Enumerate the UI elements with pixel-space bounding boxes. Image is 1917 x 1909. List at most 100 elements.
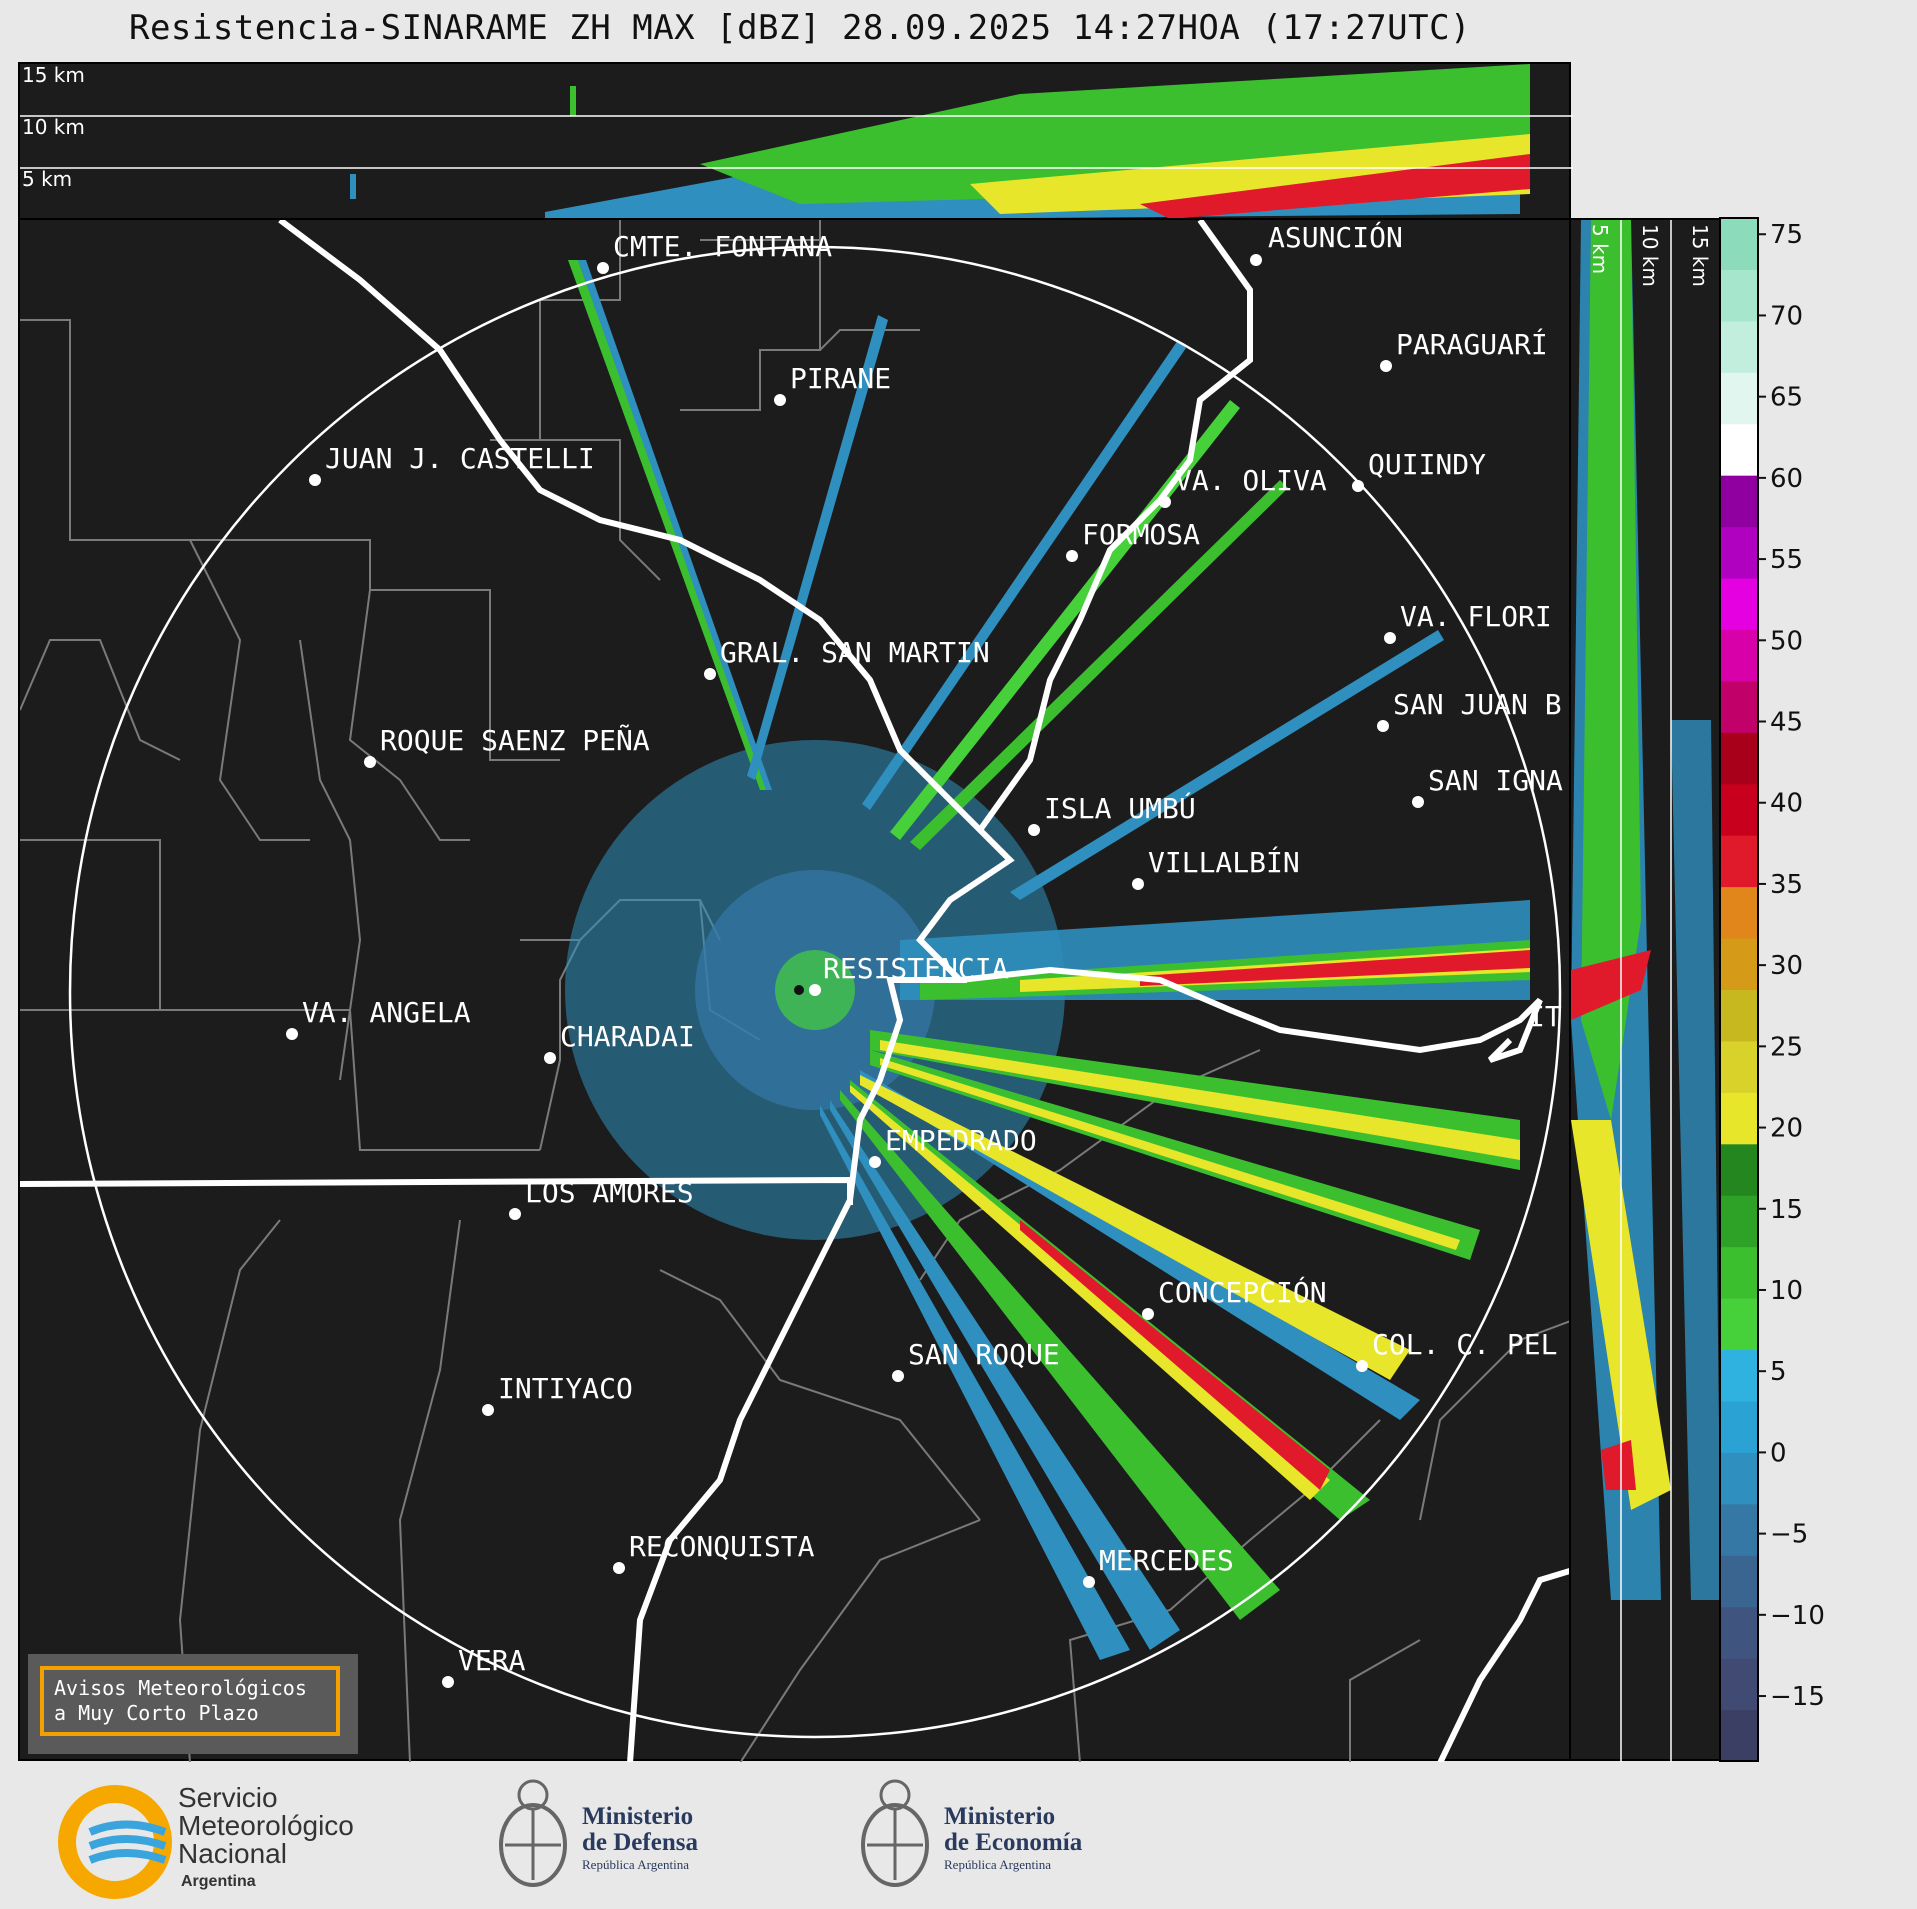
city-dot <box>482 1404 494 1416</box>
defensa-line2: de Defensa <box>582 1829 698 1856</box>
colorbar-block <box>1720 629 1758 682</box>
economia-logo-text: Ministerio de Economía República Argenti… <box>944 1804 1082 1874</box>
alt-label: 15 km <box>1688 224 1712 287</box>
economia-line3: República Argentina <box>944 1857 1051 1872</box>
smn-line3: Nacional <box>178 1838 287 1869</box>
city-dot <box>1384 632 1396 644</box>
city-dot <box>1159 496 1171 508</box>
city-markers: ASUNCIÓN CMTE. FONTANA PARAGUARÍ PIRANE … <box>286 220 1563 1688</box>
colorbar-tick-label: 20 <box>1770 1114 1803 1144</box>
city-dot <box>1142 1308 1154 1320</box>
colorbar-frame <box>1719 217 1759 1762</box>
colorbar-tick-label: 25 <box>1770 1032 1803 1062</box>
city-label: QUIINDY <box>1368 448 1486 481</box>
city-label: SAN IGNA <box>1428 764 1563 797</box>
avisos-box: Avisos Meteorológicos a Muy Corto Plazo <box>28 1654 358 1754</box>
colorbar-block <box>1720 938 1758 990</box>
colorbar-block <box>1720 320 1758 373</box>
colorbar-tick-label: 60 <box>1770 464 1803 494</box>
city-dot <box>1066 550 1078 562</box>
colorbar-tick-label: 50 <box>1770 626 1803 656</box>
colorbar-block <box>1720 783 1758 836</box>
alt-label: 5 km <box>22 167 72 191</box>
colorbar-tick-label: 70 <box>1770 301 1803 331</box>
side-cross-section-panel: 5 km 10 km 15 km <box>1569 218 1721 1763</box>
city-dot <box>704 668 716 680</box>
city-dot <box>774 394 786 406</box>
colorbar-block <box>1720 526 1758 579</box>
economia-line1: Ministerio <box>944 1803 1056 1830</box>
defensa-line1: Ministerio <box>582 1803 694 1830</box>
colorbar-tick-label: 55 <box>1770 545 1803 575</box>
colorbar-tick-label: −5 <box>1770 1520 1808 1550</box>
smn-logo-icon <box>58 1785 172 1899</box>
alt-label: 10 km <box>1638 224 1662 287</box>
colorbar-tick-label: 45 <box>1770 708 1803 738</box>
city-label: CMTE. FONTANA <box>613 230 832 263</box>
alt-label: 10 km <box>22 115 85 139</box>
radar-map-svg: ASUNCIÓN CMTE. FONTANA PARAGUARÍ PIRANE … <box>20 220 1573 1763</box>
city-label: COL. C. PEL <box>1372 1328 1557 1361</box>
city-label: VA. FLORI <box>1400 600 1552 633</box>
colorbar-block <box>1720 578 1758 630</box>
smn-logo-text: Servicio Meteorológico Nacional Argentin… <box>178 1784 354 1896</box>
echo-blue-side-right <box>1671 720 1721 1600</box>
avisos-frame: Avisos Meteorológicos a Muy Corto Plazo <box>40 1666 340 1736</box>
side-cross-section-svg: 5 km 10 km 15 km <box>1571 220 1721 1763</box>
city-label: INTIYACO <box>498 1372 633 1405</box>
colorbar-block <box>1720 1298 1758 1351</box>
colorbar-tick-label: 75 <box>1770 220 1803 250</box>
colorbar-tick-label: 40 <box>1770 789 1803 819</box>
city-dot <box>613 1562 625 1574</box>
footer-logos: Servicio Meteorológico Nacional Argentin… <box>0 1762 1917 1909</box>
city-label: RECONQUISTA <box>629 1530 815 1563</box>
economia-line2: de Economía <box>944 1829 1083 1856</box>
city-label: SAN JUAN B <box>1393 688 1562 721</box>
colorbar-tick-label: 10 <box>1770 1276 1803 1306</box>
city-label: ROQUE SAENZ PEÑA <box>380 723 650 757</box>
economia-seal-icon <box>861 1779 929 1887</box>
city-dot <box>509 1208 521 1220</box>
city-dot <box>869 1156 881 1168</box>
colorbar-block <box>1720 1503 1758 1556</box>
echo-red-side-low <box>1601 1440 1636 1490</box>
city-label: VERA <box>458 1644 526 1677</box>
colorbar-tick-label: 0 <box>1770 1438 1787 1468</box>
city-dot <box>1377 720 1389 732</box>
alt-label: 5 km <box>1588 224 1612 274</box>
avisos-line2: a Muy Corto Plazo <box>54 1701 259 1725</box>
city-dot <box>597 262 609 274</box>
colorbar-block <box>1720 1555 1758 1608</box>
defensa-logo-text: Ministerio de Defensa República Argentin… <box>582 1804 698 1874</box>
alt-label: 15 km <box>22 64 85 87</box>
top-cross-section-panel: 15 km 10 km 5 km <box>18 62 1573 222</box>
city-label: CHARADAI <box>560 1020 695 1053</box>
echo-rays <box>568 260 1530 1660</box>
colorbar-block <box>1720 1400 1758 1453</box>
colorbar-tick-label: 15 <box>1770 1195 1803 1225</box>
colorbar-block <box>1720 218 1758 270</box>
defensa-line3: República Argentina <box>582 1857 689 1872</box>
colorbar-block <box>1720 1040 1758 1093</box>
colorbar-block <box>1720 886 1758 939</box>
echo-speck <box>350 174 356 199</box>
colorbar-tick-label: 5 <box>1770 1357 1787 1387</box>
echo-green-side <box>1581 220 1641 1120</box>
chart-title: Resistencia-SINARAME ZH MAX [dBZ] 28.09.… <box>128 8 1472 48</box>
colorbar-block <box>1720 1658 1758 1711</box>
colorbar-block <box>1720 1246 1758 1299</box>
radar-site-marker <box>794 985 804 995</box>
colorbar-tick-label: 35 <box>1770 870 1803 900</box>
echo-speck <box>570 86 576 116</box>
city-label: PIRANE <box>790 362 891 395</box>
city-label: VA. ANGELA <box>302 996 471 1029</box>
city-dot <box>1352 480 1364 492</box>
city-dot <box>809 984 821 996</box>
city-dot <box>1083 1576 1095 1588</box>
colorbar-block <box>1720 680 1758 733</box>
radar-map-panel[interactable]: ASUNCIÓN CMTE. FONTANA PARAGUARÍ PIRANE … <box>18 218 1573 1763</box>
colorbar-block <box>1720 1349 1758 1402</box>
top-cross-section-svg: 15 km 10 km 5 km <box>20 64 1573 222</box>
